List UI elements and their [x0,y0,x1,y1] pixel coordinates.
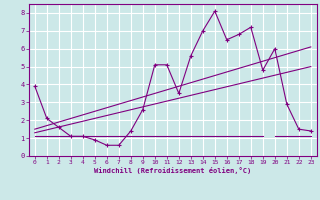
X-axis label: Windchill (Refroidissement éolien,°C): Windchill (Refroidissement éolien,°C) [94,167,252,174]
